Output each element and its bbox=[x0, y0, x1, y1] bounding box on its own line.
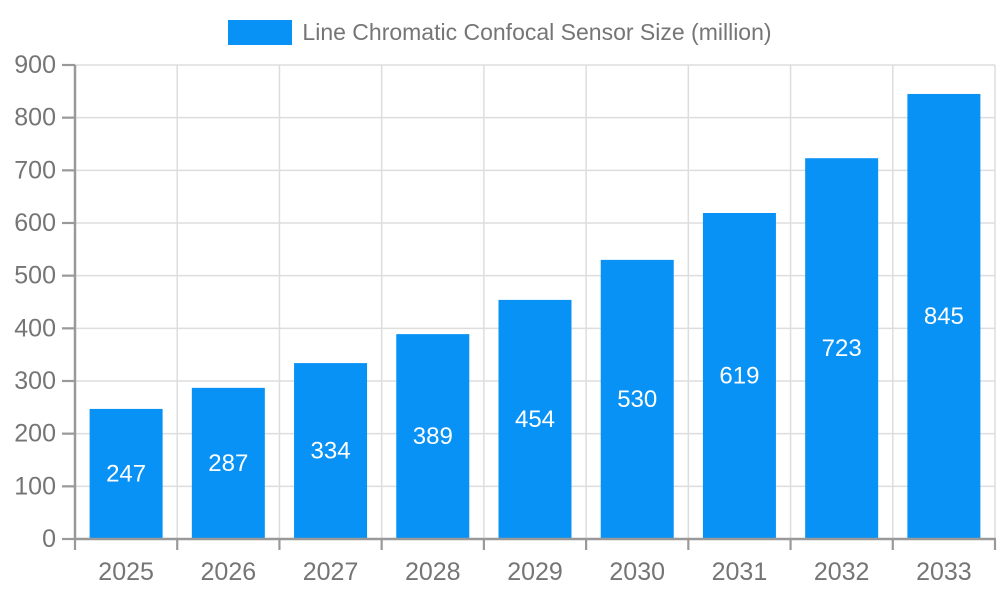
bar-value-label: 287 bbox=[208, 450, 248, 477]
bar-value-label: 845 bbox=[924, 303, 964, 330]
x-tick-label: 2033 bbox=[916, 558, 972, 586]
bar-value-label: 334 bbox=[311, 438, 351, 465]
y-tick-label: 200 bbox=[14, 420, 56, 448]
bar-2032 bbox=[805, 158, 879, 539]
x-tick-label: 2030 bbox=[609, 558, 665, 586]
y-tick-label: 700 bbox=[14, 156, 56, 184]
bar-value-label: 389 bbox=[413, 423, 453, 450]
x-tick-label: 2027 bbox=[303, 558, 359, 586]
bar-2026 bbox=[191, 387, 265, 539]
y-tick-label: 600 bbox=[14, 209, 56, 237]
y-tick-label: 800 bbox=[14, 104, 56, 132]
bar-2025 bbox=[89, 408, 163, 539]
bar-2033 bbox=[907, 93, 981, 539]
y-tick-label: 900 bbox=[14, 51, 56, 79]
y-tick-label: 500 bbox=[14, 262, 56, 290]
y-tick-label: 400 bbox=[14, 314, 56, 342]
y-tick-label: 100 bbox=[14, 472, 56, 500]
bar-value-label: 723 bbox=[822, 335, 862, 362]
bar-value-label: 619 bbox=[719, 362, 759, 389]
x-tick-label: 2029 bbox=[507, 558, 563, 586]
bar-value-label: 247 bbox=[106, 460, 146, 487]
x-tick-label: 2026 bbox=[201, 558, 257, 586]
x-tick-label: 2028 bbox=[405, 558, 461, 586]
y-tick-label: 300 bbox=[14, 367, 56, 395]
bar-value-label: 530 bbox=[617, 386, 657, 413]
bar-2027 bbox=[294, 363, 368, 539]
y-tick-label: 0 bbox=[42, 525, 56, 553]
bar-value-label: 454 bbox=[515, 406, 555, 433]
x-tick-label: 2032 bbox=[814, 558, 870, 586]
x-tick-label: 2025 bbox=[98, 558, 154, 586]
bar-2030 bbox=[600, 259, 674, 539]
bar-2028 bbox=[396, 334, 470, 539]
bar-2031 bbox=[702, 212, 776, 539]
bar-2029 bbox=[498, 299, 572, 539]
x-tick-label: 2031 bbox=[712, 558, 768, 586]
